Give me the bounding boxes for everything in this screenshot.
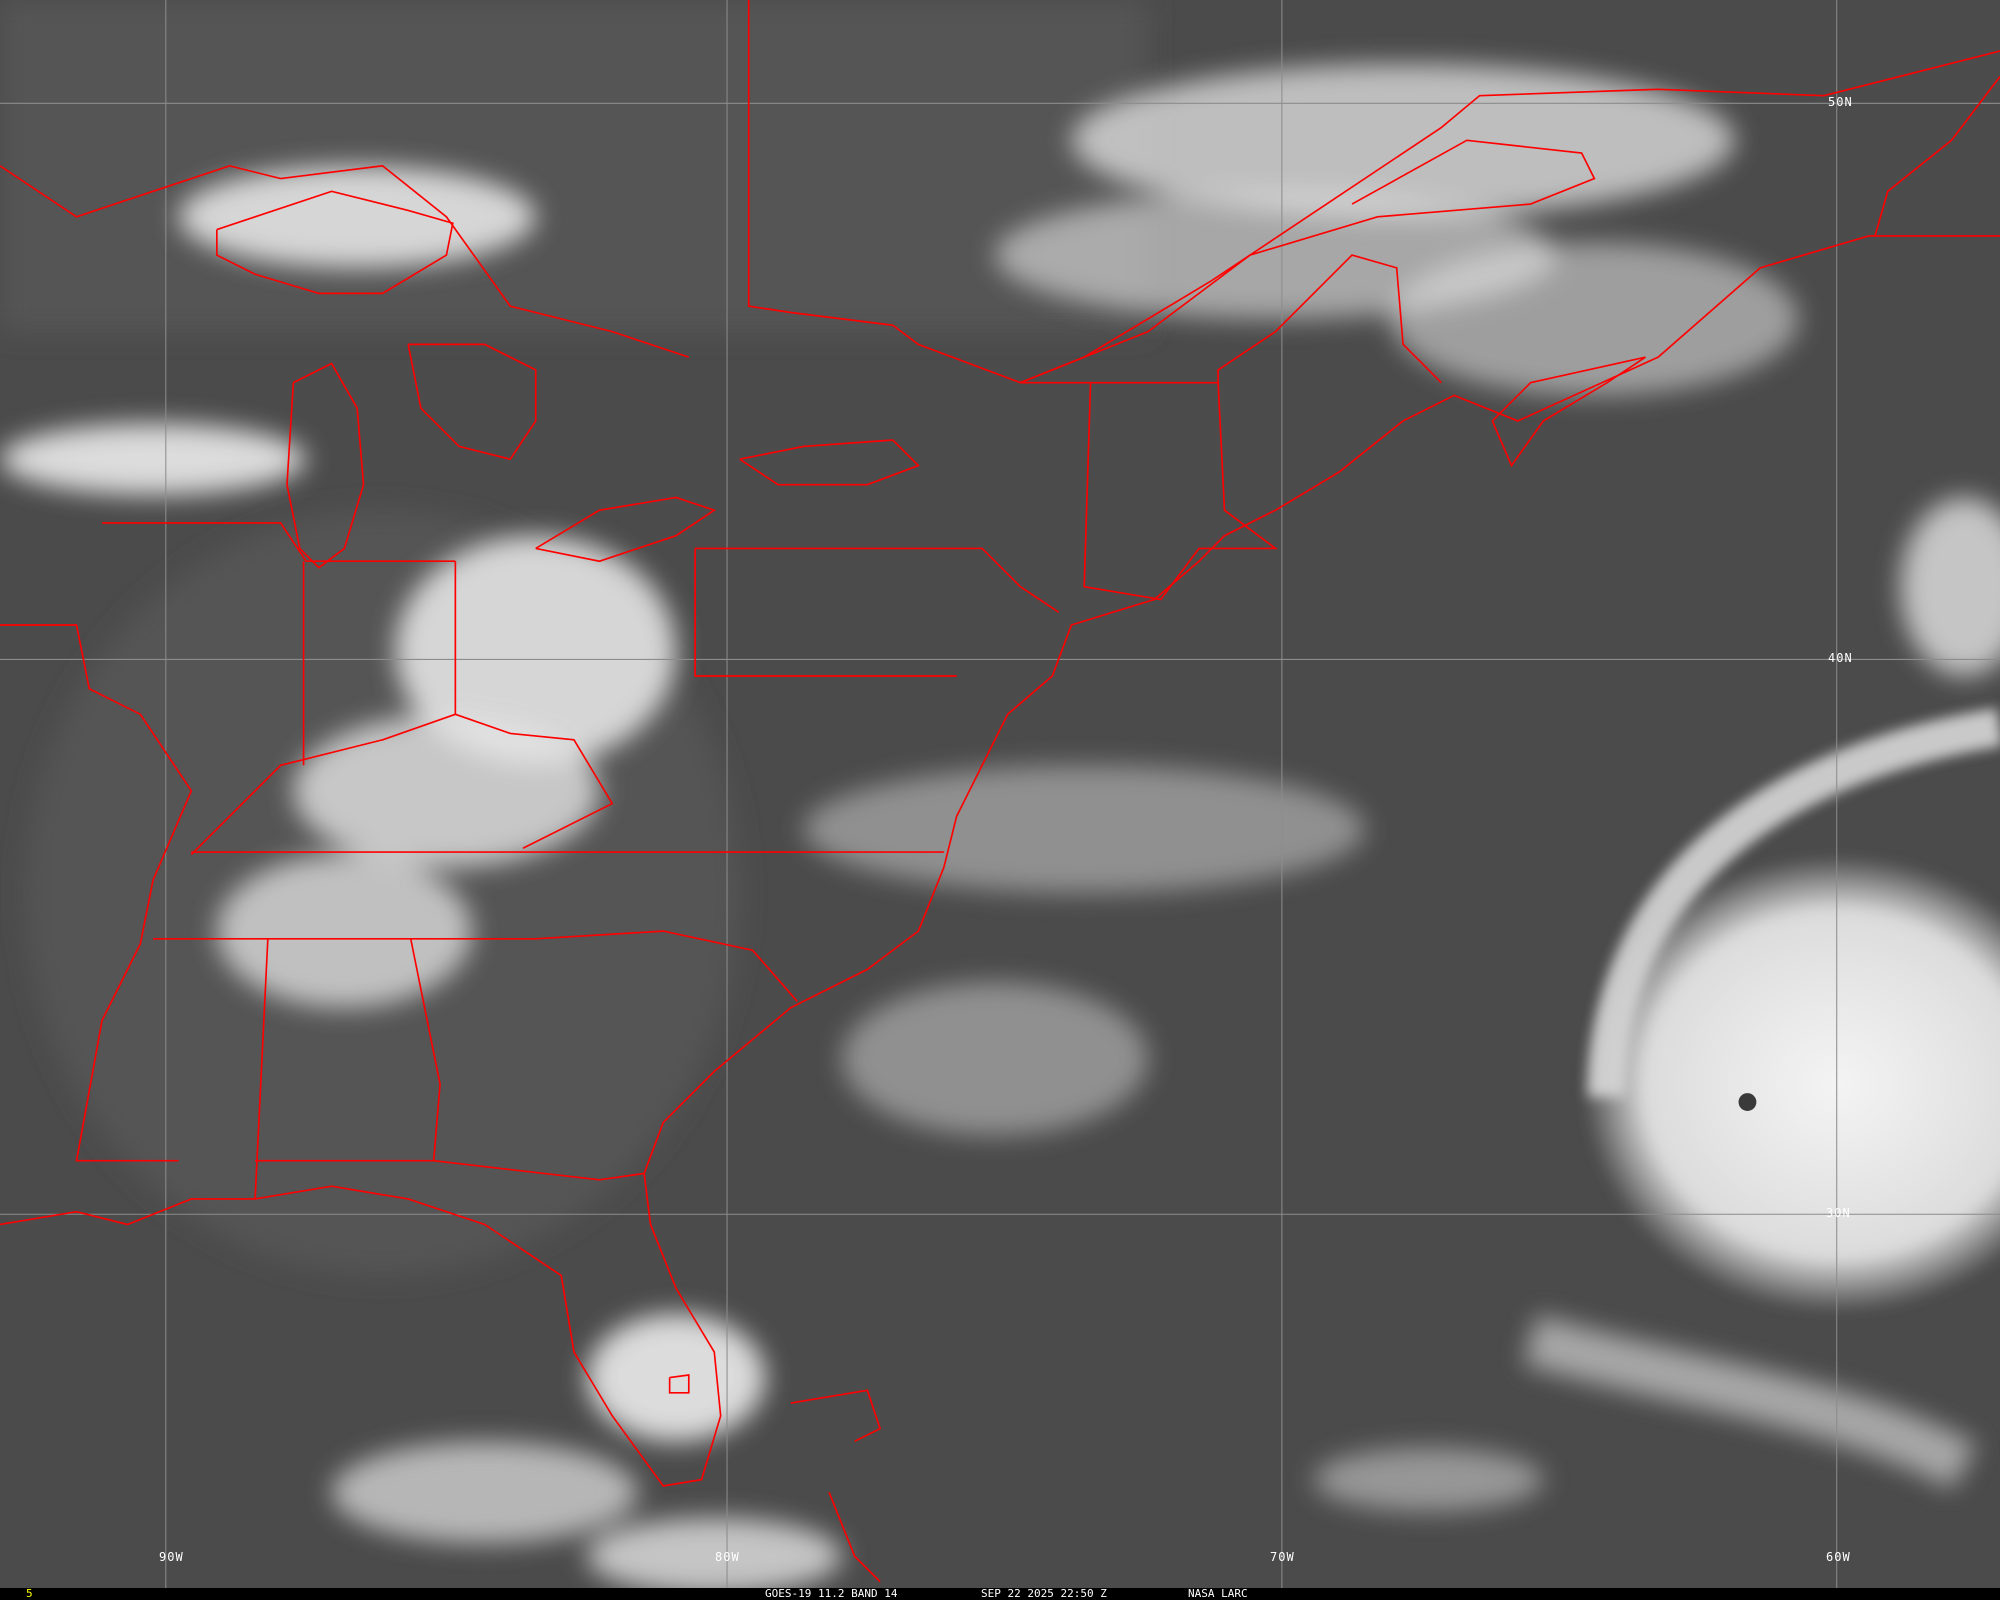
st-lawrence-shore — [1020, 50, 2000, 384]
hurricane — [1523, 708, 2000, 1490]
state-line-new-england — [1083, 382, 1278, 601]
hurricane-eye-icon — [1738, 1093, 1757, 1111]
state-line-mississippi — [102, 522, 456, 563]
state-line-pa-md — [694, 548, 957, 677]
cloud-field — [0, 63, 2000, 1588]
lon-label-70w: 70W — [1270, 1550, 1295, 1564]
credit-label: NASA LARC — [1188, 1587, 1248, 1600]
state-line-ohio-river — [190, 713, 614, 856]
st-lawrence-south-shore — [1020, 139, 1596, 384]
state-line-al — [254, 938, 269, 1200]
bahamas-south — [828, 1492, 881, 1583]
lake-erie — [535, 496, 717, 563]
east-coastline — [0, 235, 2000, 1487]
state-line-ny-pa — [695, 547, 1060, 613]
lat-label-30n: 30N — [1826, 1206, 1851, 1220]
hurricane-cloud-shield — [1581, 854, 2000, 1314]
lake-huron — [407, 343, 537, 461]
bahamas — [790, 1389, 882, 1443]
lat-label-40n: 40N — [1828, 651, 1853, 665]
nova-scotia — [1491, 356, 1646, 468]
lake-michigan — [286, 362, 365, 569]
product-label: GOES-19 11.2 BAND 14 — [765, 1587, 898, 1600]
lon-label-90w: 90W — [159, 1550, 184, 1564]
frame-number: 5 — [26, 1587, 33, 1600]
state-line-west — [0, 624, 193, 1162]
lake-okeechobee — [668, 1374, 690, 1394]
lake-superior — [216, 190, 454, 295]
lat-label-50n: 50N — [1828, 95, 1853, 109]
us-border-west — [0, 164, 690, 358]
status-bar: 5 GOES-19 11.2 BAND 14 SEP 22 2025 22:50… — [0, 1588, 2000, 1600]
lon-label-60w: 60W — [1826, 1550, 1851, 1564]
state-line-ga-al — [409, 938, 441, 1161]
lon-label-80w: 80W — [715, 1550, 740, 1564]
newfoundland — [1874, 76, 2000, 237]
lake-ontario — [739, 439, 920, 486]
state-line-ga-fl — [255, 1159, 645, 1181]
state-line-tn-ga — [153, 930, 798, 1002]
datetime-label: SEP 22 2025 22:50 Z — [981, 1587, 1107, 1600]
